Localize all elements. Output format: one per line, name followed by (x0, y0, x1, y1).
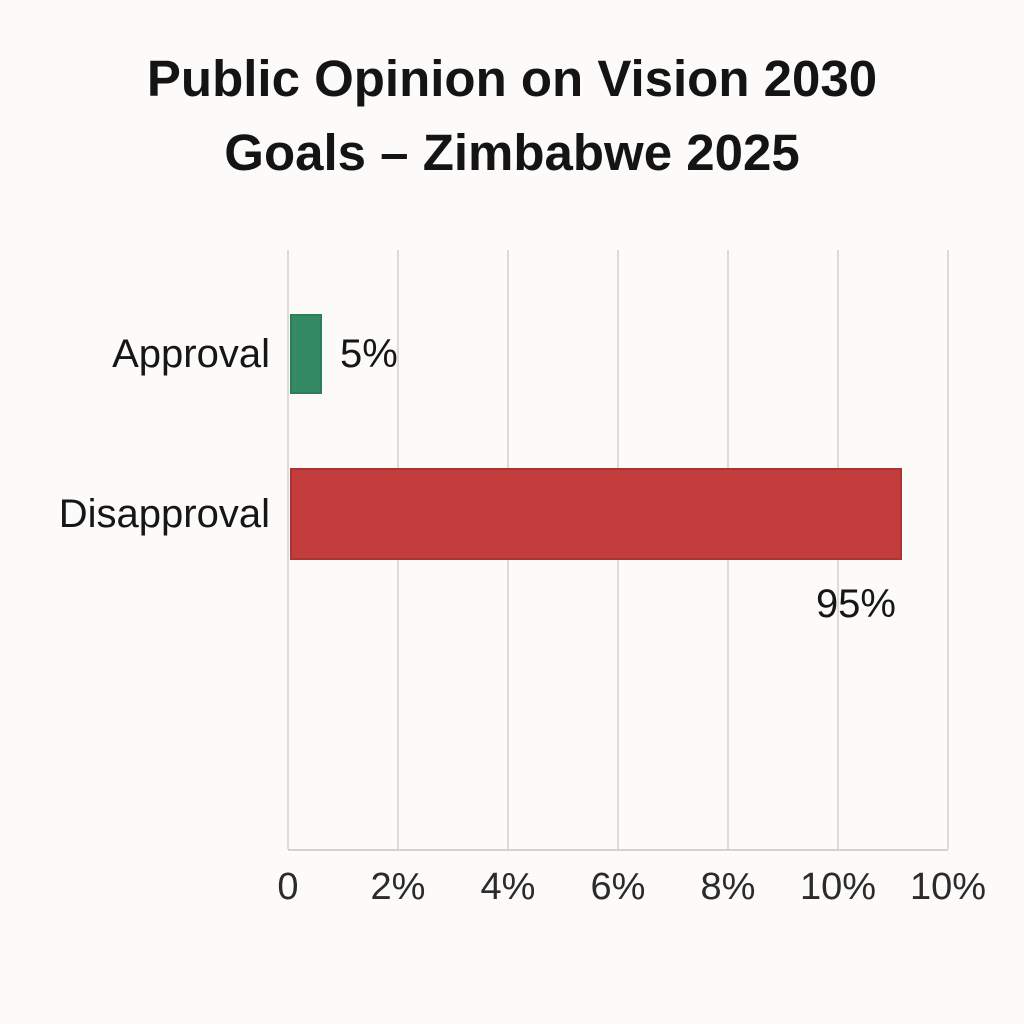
gridline (287, 250, 289, 849)
plot-area (287, 250, 949, 851)
chart-title-line2: Goals – Zimbabwe 2025 (224, 124, 800, 181)
chart-title: Public Opinion on Vision 2030 Goals – Zi… (0, 42, 1024, 190)
x-tick-label: 0 (277, 866, 299, 908)
value-label: 5% (340, 332, 398, 376)
x-tick-label: 2% (370, 866, 426, 908)
x-tick-label: 8% (700, 866, 756, 908)
x-tick-label: 10% (799, 866, 877, 908)
category-label: Approval (112, 332, 270, 376)
category-label: Disapproval (58, 492, 270, 536)
chart-title-line1: Public Opinion on Vision 2030 (146, 50, 878, 107)
bar-disapproval (290, 468, 902, 560)
x-tick-label: 6% (590, 866, 646, 908)
gridline (947, 250, 949, 849)
bar-approval (290, 314, 322, 394)
value-label: 95% (815, 582, 896, 626)
x-tick-label: 4% (480, 866, 536, 908)
x-tick-label: 10% (909, 866, 987, 908)
